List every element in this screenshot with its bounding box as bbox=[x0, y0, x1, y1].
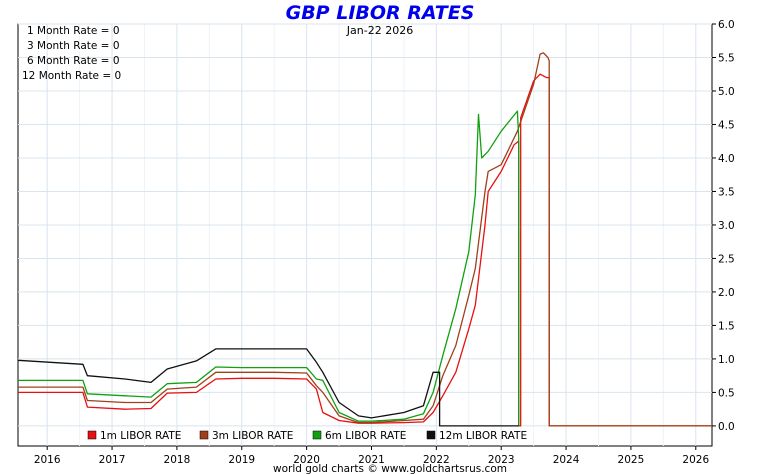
y-tick-label: 3.0 bbox=[718, 220, 735, 232]
x-tick-label: 2017 bbox=[99, 454, 126, 466]
legend-label: 12m LIBOR RATE bbox=[439, 430, 527, 442]
y-tick-label: 0.5 bbox=[718, 387, 735, 399]
y-tick-label: 0.0 bbox=[718, 421, 735, 433]
series-line bbox=[17, 348, 519, 427]
x-tick-label: 2023 bbox=[488, 454, 515, 466]
series-lines bbox=[17, 52, 712, 427]
y-tick-label: 2.5 bbox=[718, 253, 735, 265]
plot-area bbox=[17, 23, 713, 447]
date-label: Jan-22 2026 bbox=[346, 24, 413, 37]
axes: 2016 2017 2018 2019 2020 2021 2022 2023 2024 2025… bbox=[34, 19, 735, 466]
y-tick-label: 3.5 bbox=[718, 186, 735, 198]
x-tick-label: 2022 bbox=[423, 454, 450, 466]
legend-label: 3m LIBOR RATE bbox=[212, 430, 293, 442]
current-rate-label: 1 Month Rate = 0 bbox=[27, 25, 120, 37]
grid bbox=[18, 23, 712, 446]
current-rate-label: 6 Month Rate = 0 bbox=[27, 55, 120, 67]
source-credit: world gold charts © www.goldchartsrus.co… bbox=[273, 463, 507, 475]
series-line bbox=[18, 52, 712, 427]
y-tick-label: 4.5 bbox=[718, 119, 735, 131]
legend-label: 6m LIBOR RATE bbox=[325, 430, 406, 442]
y-tick-label: 5.5 bbox=[718, 52, 735, 64]
y-tick-label: 4.0 bbox=[718, 153, 735, 165]
current-rate-label: 12 Month Rate = 0 bbox=[22, 70, 121, 82]
x-tick-label: 2018 bbox=[164, 454, 191, 466]
legend-swatch bbox=[312, 430, 322, 440]
series-line bbox=[18, 110, 520, 426]
chart-title: GBP LIBOR RATES bbox=[285, 2, 475, 24]
x-tick-label: 2019 bbox=[228, 454, 255, 466]
legend-swatch bbox=[87, 430, 97, 440]
x-tick-label: 2025 bbox=[618, 454, 645, 466]
current-rate-label: 3 Month Rate = 0 bbox=[27, 40, 120, 52]
y-tick-label: 5.0 bbox=[718, 86, 735, 98]
y-tick-label: 2.0 bbox=[718, 287, 735, 299]
y-tick-label: 1.0 bbox=[718, 354, 735, 366]
x-tick-label: 2020 bbox=[293, 454, 320, 466]
legend: 1m LIBOR RATE 3m LIBOR RATE 6m LIBOR RATE 1… bbox=[87, 430, 527, 442]
legend-label: 1m LIBOR RATE bbox=[100, 430, 181, 442]
x-tick-label: 2024 bbox=[553, 454, 580, 466]
x-tick-label: 2021 bbox=[358, 454, 385, 466]
y-tick-label: 6.0 bbox=[718, 19, 735, 31]
x-tick-label: 2026 bbox=[682, 454, 709, 466]
legend-swatch bbox=[426, 430, 436, 440]
y-tick-label: 1.5 bbox=[718, 320, 735, 332]
series-line bbox=[18, 73, 712, 427]
x-tick-label: 2016 bbox=[34, 454, 61, 466]
legend-swatch bbox=[199, 430, 209, 440]
